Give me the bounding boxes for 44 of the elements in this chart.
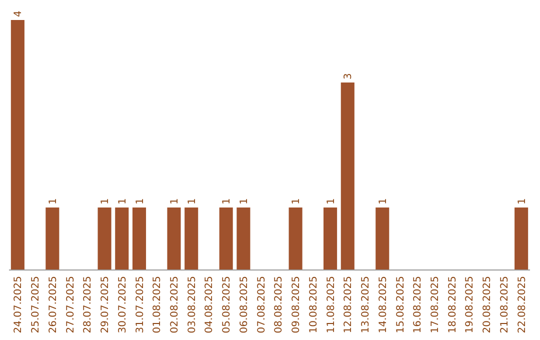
x-tick-label: 07.08.2025	[256, 276, 268, 334]
x-tick-label: 11.08.2025	[326, 276, 337, 334]
x-tick-label: 27.07.2025	[65, 276, 76, 334]
data-label: 1	[134, 198, 146, 204]
x-tick-label: 30.07.2025	[117, 276, 128, 334]
x-tick-label: 14.08.2025	[378, 276, 389, 334]
x-tick-label: 17.08.2025	[430, 276, 441, 334]
x-tick-label: 28.07.2025	[82, 276, 94, 334]
x-tick-label: 06.08.2025	[238, 276, 250, 334]
x-tick-label: 29.07.2025	[100, 276, 112, 334]
x-tick-label: 26.07.2025	[48, 276, 59, 334]
data-label: 1	[48, 198, 59, 204]
x-tick-label: 21.08.2025	[499, 276, 510, 334]
data-label: 1	[186, 198, 198, 204]
data-label: 1	[238, 198, 250, 204]
x-tick-label: 22.08.2025	[516, 276, 528, 334]
x-tick-label: 25.07.2025	[30, 276, 42, 334]
data-label: 1	[222, 198, 233, 204]
x-tick-label: 08.08.2025	[274, 276, 285, 334]
data-label: 1	[169, 198, 180, 204]
data-label: 1	[326, 198, 337, 204]
data-label: 1	[117, 198, 128, 204]
x-tick-label: 24.07.2025	[13, 276, 24, 334]
data-label: 3	[343, 73, 354, 80]
x-tick-label: 13.08.2025	[360, 276, 372, 334]
x-tick-label: 02.08.2025	[169, 276, 180, 334]
x-tick-label: 31.07.2025	[134, 276, 146, 334]
x-tick-label: 03.08.2025	[186, 276, 198, 334]
data-label: 4	[13, 10, 24, 17]
x-tick-label: 05.08.2025	[222, 276, 233, 334]
x-tick-label: 09.08.2025	[291, 276, 302, 334]
data-label: 1	[291, 198, 302, 204]
data-label: 1	[378, 198, 389, 204]
x-tick-label: 19.08.2025	[464, 276, 476, 334]
data-label: 1	[100, 198, 112, 204]
x-tick-label: 20.08.2025	[482, 276, 494, 334]
x-tick-label: 12.08.2025	[343, 276, 354, 334]
x-tick-label: 15.08.2025	[395, 276, 406, 334]
x-tick-label: 18.08.2025	[447, 276, 458, 334]
x-tick-label: 01.08.2025	[152, 276, 164, 334]
x-tick-label: 04.08.2025	[204, 276, 216, 334]
x-tick-label: 10.08.2025	[308, 276, 320, 334]
x-tick-label: 16.08.2025	[412, 276, 424, 334]
data-label: 1	[516, 198, 528, 204]
